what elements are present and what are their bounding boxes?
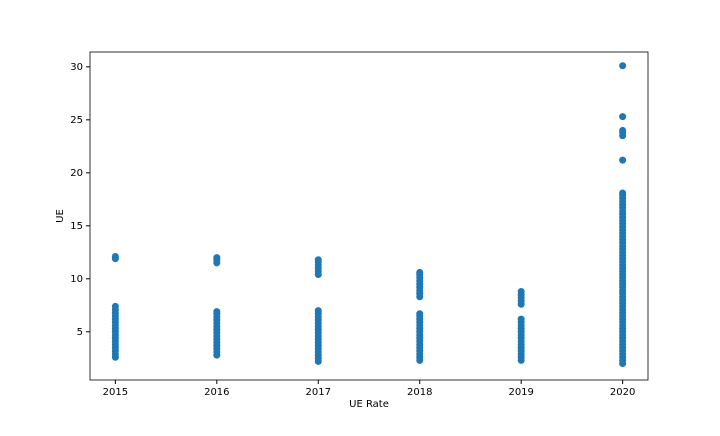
x-tick-label: 2019 (508, 387, 533, 398)
point (111, 253, 119, 261)
x-tick-label: 2015 (103, 387, 128, 398)
x-tick-label: 2017 (306, 387, 331, 398)
point (213, 308, 221, 316)
x-tick-label: 2020 (610, 387, 635, 398)
x-tick-label: 2016 (204, 387, 229, 398)
point (619, 156, 627, 164)
point (619, 189, 627, 197)
y-tick-label: 10 (70, 274, 83, 285)
point (111, 302, 119, 310)
point (619, 62, 627, 70)
x-axis-label: UE Rate (349, 399, 389, 410)
y-tick-label: 5 (77, 327, 83, 338)
point (517, 288, 525, 296)
y-tick-label: 15 (70, 221, 83, 232)
y-tick-label: 25 (70, 115, 83, 126)
point (619, 126, 627, 134)
point (213, 254, 221, 262)
y-axis-label: UE (55, 209, 66, 223)
point (314, 256, 322, 264)
x-tick-label: 2018 (407, 387, 432, 398)
point (416, 310, 424, 318)
point (619, 113, 627, 121)
point (517, 315, 525, 323)
y-tick-label: 20 (70, 168, 83, 179)
point (314, 307, 322, 315)
y-tick-label: 30 (70, 62, 83, 73)
point (416, 268, 424, 276)
plot-frame (89, 51, 649, 381)
